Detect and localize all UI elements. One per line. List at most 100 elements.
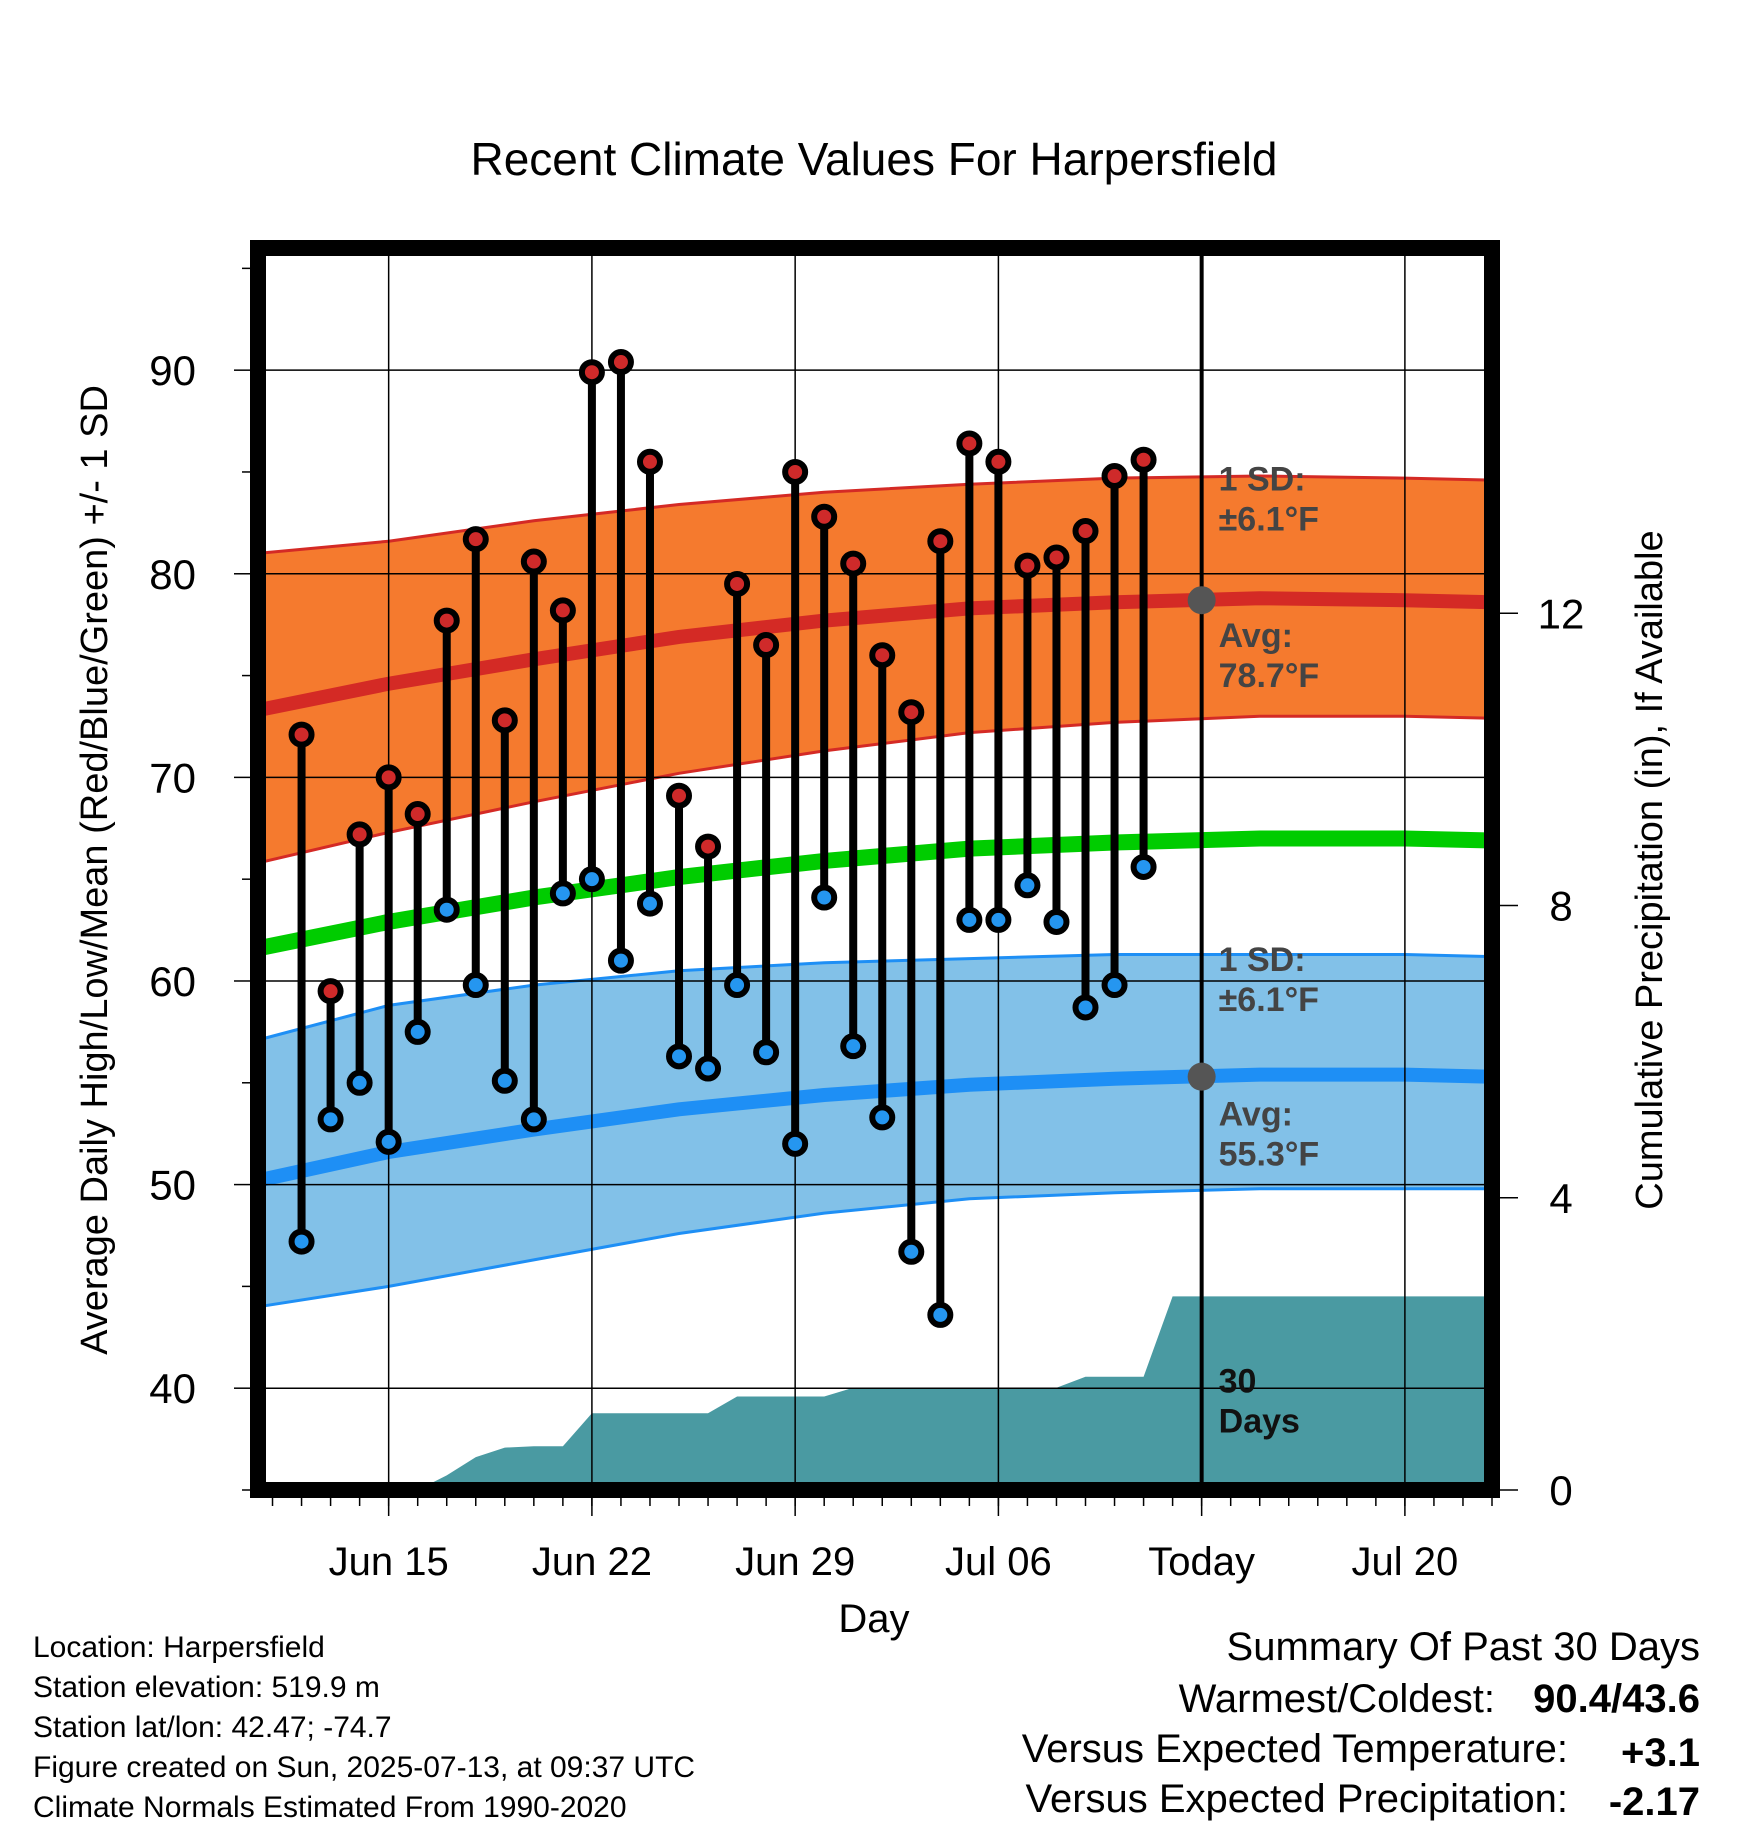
observed-low-point (607, 947, 634, 974)
observed-high-point (985, 448, 1012, 475)
observed-low-point (840, 1033, 867, 1060)
low-avg-today-marker (1187, 1062, 1216, 1091)
observed-high-point (898, 699, 925, 726)
observed-low-point (695, 1055, 722, 1082)
observed-high-point (462, 526, 489, 553)
y2-tick-label: 8 (1549, 883, 1572, 930)
x-axis-label: Day (838, 1597, 909, 1641)
info-location: Location: Harpersfield (33, 1631, 325, 1664)
observed-high-point (288, 721, 315, 748)
y-axis: 40 50 60 70 80 90 (149, 267, 250, 1491)
observed-low-point (782, 1130, 809, 1157)
observed-high-point (753, 632, 780, 659)
observed-low-point (346, 1069, 373, 1096)
high-sd-annotation-line: ±6.1°F (1219, 500, 1319, 538)
y-tick-label: 40 (149, 1365, 196, 1412)
summary-warmest-label: Warmest/Coldest: (1179, 1677, 1495, 1721)
observed-high-point (956, 430, 983, 457)
observed-high-point (1043, 544, 1070, 571)
low-sd-annotation-line: ±6.1°F (1219, 981, 1319, 1019)
observed-low-point (869, 1104, 896, 1131)
y2-axis: 0 4 8 12 (1500, 590, 1584, 1514)
info-created: Figure created on Sun, 2025-07-13, at 09… (33, 1751, 695, 1784)
high-avg-today-marker (1187, 586, 1216, 615)
observed-high-point (811, 503, 838, 530)
x-tick-label: Jul 06 (945, 1540, 1052, 1584)
observed-high-point (1130, 446, 1157, 473)
observed-low-point (317, 1106, 344, 1133)
y2-axis-label: Cumulative Precipitation (in), If Availa… (1629, 530, 1671, 1209)
y-tick-label: 90 (149, 347, 196, 394)
observed-high-point (782, 458, 809, 485)
x-tick-label: Jun 29 (735, 1540, 855, 1584)
observed-low-point (811, 884, 838, 911)
y-tick-label: 60 (149, 958, 196, 1005)
x-tick-label: Today (1148, 1540, 1255, 1584)
y-tick-label: 80 (149, 551, 196, 598)
observed-high-point (578, 359, 605, 386)
observed-low-point (1043, 908, 1070, 935)
observed-high-point (520, 548, 547, 575)
x-tick-label: Jun 22 (532, 1540, 652, 1584)
precip-period-label-line: Days (1219, 1402, 1300, 1440)
observed-low-point (1101, 972, 1128, 999)
observed-high-point (404, 801, 431, 828)
observations (288, 349, 1157, 1328)
observed-high-point (491, 707, 518, 734)
observed-high-point (1072, 518, 1099, 545)
observed-high-point (549, 597, 576, 624)
observed-low-point (462, 972, 489, 999)
info-latlon: Station lat/lon: 42.47; -74.7 (33, 1711, 392, 1744)
observed-low-point (1014, 872, 1041, 899)
observed-low-point (520, 1106, 547, 1133)
observed-low-point (404, 1018, 431, 1045)
high-avg-line (256, 591, 1493, 718)
y2-tick-label: 4 (1549, 1175, 1572, 1222)
info-elevation: Station elevation: 519.9 m (33, 1671, 380, 1704)
observed-low-point (898, 1238, 925, 1265)
observed-high-point (433, 607, 460, 634)
info-normals: Climate Normals Estimated From 1990-2020 (33, 1791, 627, 1824)
observed-low-point (636, 890, 663, 917)
summary-warmest-value: 90.4/43.6 (1533, 1677, 1700, 1721)
observed-low-point (666, 1043, 693, 1070)
observed-high-point (840, 550, 867, 577)
observed-low-point (985, 906, 1012, 933)
high-avg-annotation-line: 78.7°F (1219, 657, 1320, 695)
low-avg-line (256, 1067, 1493, 1188)
mean-line (256, 830, 1493, 957)
low-sd-band (258, 954, 1492, 1307)
low-avg-annotation-line: Avg: (1219, 1096, 1293, 1134)
high-band-lower-edge (257, 714, 1493, 865)
observed-low-point (549, 880, 576, 907)
observed-low-point (753, 1039, 780, 1066)
observed-low-point (1072, 994, 1099, 1021)
observed-high-point (869, 642, 896, 669)
observed-high-point (607, 349, 634, 376)
summary-temp-label: Versus Expected Temperature: (1022, 1727, 1568, 1771)
y-axis-label: Average Daily High/Low/Mean (Red/Blue/Gr… (74, 385, 116, 1355)
observed-low-point (1130, 853, 1157, 880)
x-tick-label: Jul 20 (1352, 1540, 1459, 1584)
observed-low-point (956, 906, 983, 933)
high-band-upper-edge (257, 474, 1493, 555)
observed-low-point (433, 896, 460, 923)
y2-tick-label: 12 (1538, 590, 1585, 637)
observed-high-point (695, 833, 722, 860)
plot-frame (250, 240, 1500, 1498)
y-tick-label: 70 (149, 754, 196, 801)
low-avg-annotation-line: 55.3°F (1219, 1136, 1320, 1174)
observed-low-point (927, 1301, 954, 1328)
observed-low-point (578, 866, 605, 893)
x-tick-label: Jun 15 (329, 1540, 449, 1584)
low-band-upper-edge (257, 953, 1493, 1042)
observed-low-point (491, 1067, 518, 1094)
observed-high-point (317, 978, 344, 1005)
precip-area (258, 1296, 1492, 1490)
observed-high-point (1101, 463, 1128, 490)
observed-low-point (724, 972, 751, 999)
observed-high-point (636, 448, 663, 475)
x-axis: Jun 15 Jun 22 Jun 29 Jul 06 Today Jul 20 (271, 1498, 1493, 1584)
observed-high-point (346, 821, 373, 848)
high-avg-annotation-line: Avg: (1219, 617, 1293, 655)
